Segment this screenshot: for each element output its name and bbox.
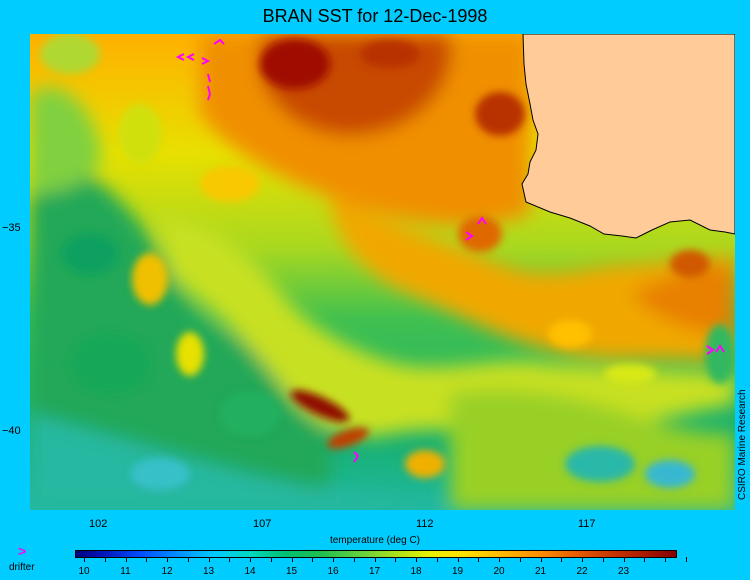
- colorbar-label: 17: [368, 566, 381, 577]
- colorbar-tick: [104, 557, 106, 562]
- colorbar-tick: [270, 557, 272, 562]
- colorbar-tick: [146, 557, 148, 562]
- colorbar-tick: [353, 557, 355, 562]
- colorbar-ticks: [75, 557, 687, 563]
- colorbar-tick: [333, 557, 334, 562]
- colorbar-label: 22: [576, 566, 588, 577]
- colorbar-label: 20: [493, 566, 505, 577]
- colorbar-tick: [416, 557, 417, 562]
- colorbar-label: 15: [285, 566, 298, 577]
- sst-field: [30, 34, 735, 510]
- colorbar-tick: [374, 557, 376, 562]
- colorbar-tick: [250, 557, 251, 562]
- colorbar-label: 10: [78, 566, 90, 577]
- drifter-marker: [465, 216, 487, 241]
- colorbar-tick: [229, 557, 231, 562]
- colorbar-title: temperature (deg C): [329, 535, 421, 546]
- land-mass: [521, 34, 735, 239]
- colorbar-label: 23: [617, 566, 630, 577]
- colorbar-tick: [395, 557, 397, 562]
- colorbar-label: 13: [202, 566, 215, 577]
- colorbar-label: 21: [534, 566, 547, 577]
- colorbar-label: 11: [120, 566, 131, 577]
- drifter-legend-icon: >: [18, 543, 27, 559]
- lat-tick-label: −40: [2, 425, 21, 437]
- colorbar-tick: [436, 557, 438, 562]
- drifter-marker: [175, 38, 225, 65]
- colorbar-tick: [187, 557, 189, 562]
- colorbar-tick: [312, 557, 314, 562]
- drifter-marker: [207, 73, 211, 101]
- drifter-marker: [353, 451, 360, 463]
- colorbar-tick: [84, 557, 85, 562]
- map-title: BRAN SST for 12-Dec-1998: [262, 6, 488, 26]
- colorbar-tick: [665, 557, 666, 562]
- colorbar-tick: [602, 557, 604, 562]
- colorbar-tick: [685, 557, 687, 562]
- lon-tick-label: 112: [416, 518, 434, 530]
- colorbar-tick: [623, 557, 625, 562]
- lon-tick-label: 107: [253, 518, 272, 530]
- colorbar-tick: [291, 557, 293, 562]
- lon-tick-label: 102: [89, 518, 108, 530]
- colorbar-label: 16: [327, 566, 339, 577]
- colorbar-label: 19: [451, 566, 464, 577]
- colorbar: [75, 550, 677, 558]
- colorbar-tick: [208, 557, 210, 562]
- colorbar-label: 14: [244, 566, 256, 577]
- lat-tick-label: −35: [2, 222, 21, 234]
- colorbar-label: 18: [410, 566, 422, 577]
- colorbar-tick: [125, 557, 127, 562]
- drifter-marker: [706, 344, 725, 355]
- colorbar-tick: [478, 557, 480, 562]
- colorbar-tick: [582, 557, 583, 562]
- colorbar-tick: [457, 557, 459, 562]
- drifter-legend-label: drifter: [9, 562, 35, 573]
- sst-map: [30, 34, 735, 510]
- colorbar-label: 12: [161, 566, 173, 577]
- credit-label: CSIRO Marine Research: [737, 389, 748, 500]
- lon-tick-label: 117: [578, 518, 596, 530]
- colorbar-tick: [540, 557, 542, 562]
- colorbar-tick: [561, 557, 563, 562]
- colorbar-tick: [519, 557, 521, 562]
- colorbar-tick: [167, 557, 168, 562]
- colorbar-tick: [499, 557, 500, 562]
- colorbar-tick: [644, 557, 646, 562]
